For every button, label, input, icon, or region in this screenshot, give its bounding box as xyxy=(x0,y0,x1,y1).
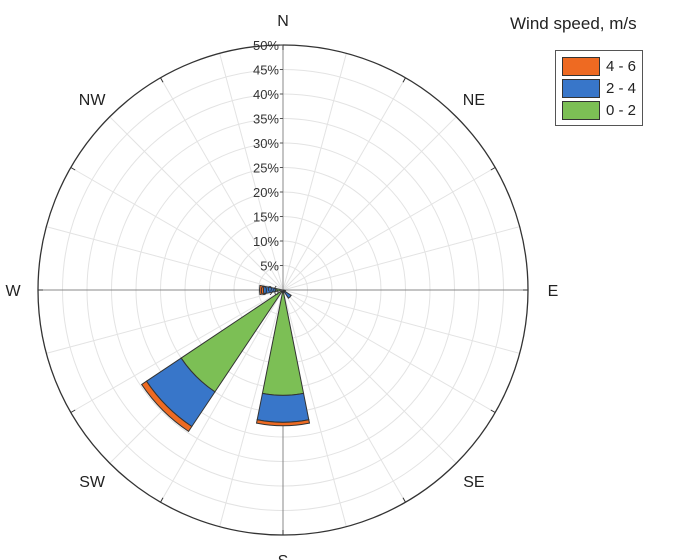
boundary-tick xyxy=(160,77,164,83)
direction-label: E xyxy=(548,283,559,300)
legend-label: 4 - 6 xyxy=(605,57,636,75)
legend: Wind speed, m/s 4 - 6 2 - 4 0 - 2 xyxy=(510,14,695,126)
grid-spoke xyxy=(70,167,284,291)
legend-swatch xyxy=(562,78,600,98)
radial-tick-label: 10% xyxy=(253,234,279,249)
legend-title: Wind speed, m/s xyxy=(510,14,637,33)
radial-tick-label: 20% xyxy=(253,185,279,200)
grid-spoke xyxy=(109,116,284,291)
direction-label: SW xyxy=(79,474,106,491)
wind-sector-bar xyxy=(255,419,311,427)
boundary-tick xyxy=(490,409,496,413)
radial-tick-label: 45% xyxy=(253,63,279,78)
radial-tick-label: 35% xyxy=(253,112,279,127)
grid-spoke xyxy=(219,53,284,291)
direction-label: SE xyxy=(463,474,484,491)
radial-tick-label: 30% xyxy=(253,136,279,151)
grid-spoke xyxy=(282,77,406,291)
boundary-tick xyxy=(402,77,406,83)
legend-label: 2 - 4 xyxy=(605,79,636,97)
direction-label: W xyxy=(5,283,21,300)
grid-spoke xyxy=(282,289,496,413)
grid-spoke xyxy=(282,289,406,503)
wind-sector-bar xyxy=(283,290,292,299)
radial-tick-label: 15% xyxy=(253,210,279,225)
grid-spoke xyxy=(160,77,284,291)
grid-spoke xyxy=(219,289,284,527)
wind-sector-bar xyxy=(258,284,265,296)
legend-swatch xyxy=(562,100,600,120)
grid-spoke xyxy=(282,226,520,291)
direction-label: S xyxy=(278,553,289,560)
grid-spoke xyxy=(282,289,347,527)
boundary-tick xyxy=(70,409,76,413)
boundary-tick xyxy=(70,167,76,171)
radial-tick-label: 50% xyxy=(253,38,279,53)
legend-box: 4 - 6 2 - 4 0 - 2 xyxy=(555,50,643,126)
grid-spoke xyxy=(282,289,520,354)
radial-tick-label: 0% xyxy=(260,283,279,298)
legend-item: 2 - 4 xyxy=(562,77,636,99)
radial-tick-label: 40% xyxy=(253,87,279,102)
wind-sector-bar xyxy=(140,380,193,433)
radial-tick-label: 25% xyxy=(253,161,279,176)
grid-spoke xyxy=(282,167,496,291)
radial-tick-label: 5% xyxy=(260,259,279,274)
direction-label: N xyxy=(277,13,289,30)
legend-label: 0 - 2 xyxy=(605,101,636,119)
grid-spoke xyxy=(46,226,284,291)
boundary-tick xyxy=(160,497,164,503)
legend-swatch xyxy=(562,56,600,76)
grid-spoke xyxy=(160,289,284,503)
boundary-tick xyxy=(490,167,496,171)
grid-spoke xyxy=(70,289,284,413)
legend-item: 4 - 6 xyxy=(562,55,636,77)
grid-spoke xyxy=(282,116,457,291)
grid-spoke xyxy=(46,289,284,354)
direction-label: NW xyxy=(79,92,107,109)
boundary-tick xyxy=(402,497,406,503)
legend-item: 0 - 2 xyxy=(562,99,636,121)
wind-sector-bar xyxy=(256,392,310,423)
grid-spoke xyxy=(282,53,347,291)
grid-spoke xyxy=(282,289,457,464)
direction-label: NE xyxy=(463,92,485,109)
